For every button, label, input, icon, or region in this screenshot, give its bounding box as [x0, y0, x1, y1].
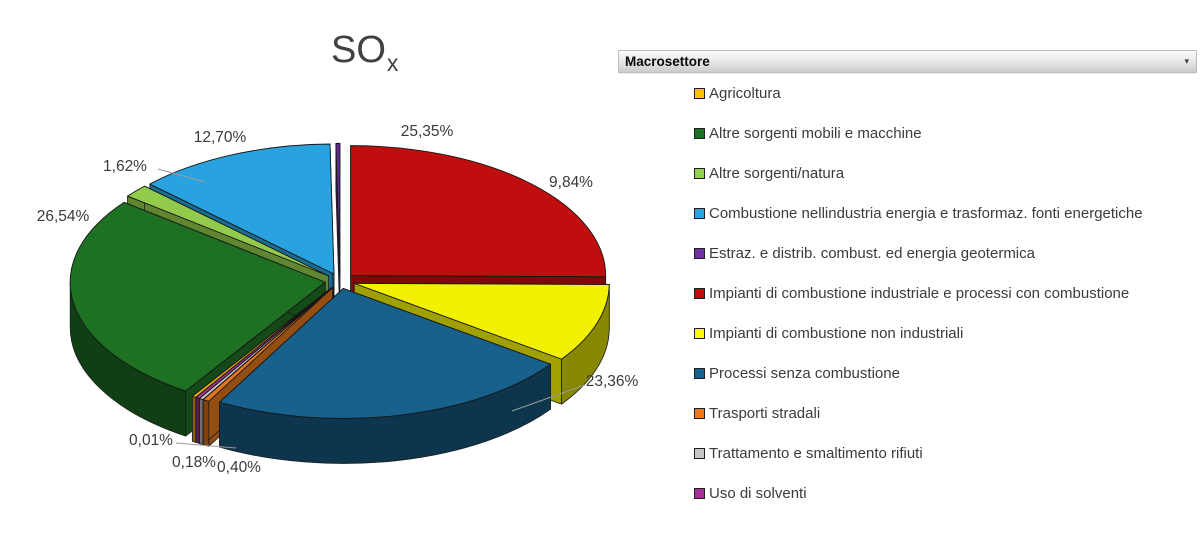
- chart-title: SOx: [331, 29, 398, 76]
- legend-item-label: Impianti di combustione industriale e pr…: [709, 284, 1130, 302]
- legend-item-label: Altre sorgenti/natura: [709, 164, 845, 182]
- legend-item: Trattamento e smaltimento rifiuti: [618, 433, 1197, 473]
- legend-item: Agricoltura: [618, 73, 1197, 113]
- legend-item-label: Estraz. e distrib. combust. ed energia g…: [709, 244, 1035, 262]
- dropdown-arrow-icon[interactable]: ▾: [1184, 56, 1189, 66]
- legend-swatch-icon: [694, 327, 705, 339]
- legend-item-label: Uso di solventi: [709, 484, 807, 502]
- legend-item-label: Combustione nellindustria energia e tras…: [709, 204, 1143, 222]
- legend-item: Trasporti stradali: [618, 393, 1197, 433]
- chart-title-subscript: x: [386, 50, 399, 76]
- legend-swatch-icon: [694, 127, 705, 139]
- macrosettore-filter-header[interactable]: Macrosettore ▾: [618, 50, 1197, 73]
- legend-item: Processi senza combustione: [618, 353, 1197, 393]
- slice-percent-label: 12,70%: [194, 129, 247, 146]
- slice-percent-label: 0,40%: [217, 459, 261, 476]
- slice-percent-label: 23,36%: [586, 373, 639, 390]
- legend-swatch-icon: [694, 167, 705, 179]
- legend-items-list: Agricoltura Altre sorgenti mobili e macc…: [618, 73, 1197, 513]
- legend-header-label: Macrosettore: [625, 54, 710, 69]
- slice-percent-label: 9,84%: [549, 174, 593, 191]
- slice-percent-label: 25,35%: [401, 123, 454, 140]
- slice-percent-label: 0,01%: [129, 432, 173, 449]
- legend-swatch-icon: [694, 207, 705, 219]
- legend-item: Estraz. e distrib. combust. ed energia g…: [618, 233, 1197, 273]
- legend-item: Combustione nellindustria energia e tras…: [618, 193, 1197, 233]
- legend-item: Impianti di combustione non industriali: [618, 313, 1197, 353]
- legend-item-label: Processi senza combustione: [709, 364, 900, 382]
- legend-swatch-icon: [694, 407, 705, 419]
- legend-item-label: Agricoltura: [709, 84, 781, 102]
- legend-swatch-icon: [694, 87, 705, 99]
- legend-item: Altre sorgenti mobili e macchine: [618, 113, 1197, 153]
- legend-swatch-icon: [694, 447, 705, 459]
- legend-item: Uso di solventi: [618, 473, 1197, 513]
- legend-swatch-icon: [694, 367, 705, 379]
- legend-swatch-icon: [694, 287, 705, 299]
- legend-item: Impianti di combustione industriale e pr…: [618, 273, 1197, 313]
- chart-title-text: SO: [331, 29, 386, 71]
- legend-item-label: Trattamento e smaltimento rifiuti: [709, 444, 923, 462]
- legend-item: Altre sorgenti/natura: [618, 153, 1197, 193]
- legend-swatch-icon: [694, 247, 705, 259]
- legend-item-label: Impianti di combustione non industriali: [709, 324, 964, 342]
- legend-swatch-icon: [694, 487, 705, 499]
- slice-percent-label: 0,18%: [172, 454, 216, 471]
- pie-chart: 25,35% 9,84% 23,36% 0,40%0,18% 0,01% 26,54% 1,…: [37, 123, 639, 476]
- legend-panel: Macrosettore ▾ Agricoltura Altre sorgent…: [618, 50, 1197, 513]
- slice-percent-label: 1,62%: [103, 158, 147, 175]
- legend-item-label: Altre sorgenti mobili e macchine: [709, 124, 922, 142]
- legend-item-label: Trasporti stradali: [709, 404, 821, 422]
- slice-percent-label: 26,54%: [37, 208, 90, 225]
